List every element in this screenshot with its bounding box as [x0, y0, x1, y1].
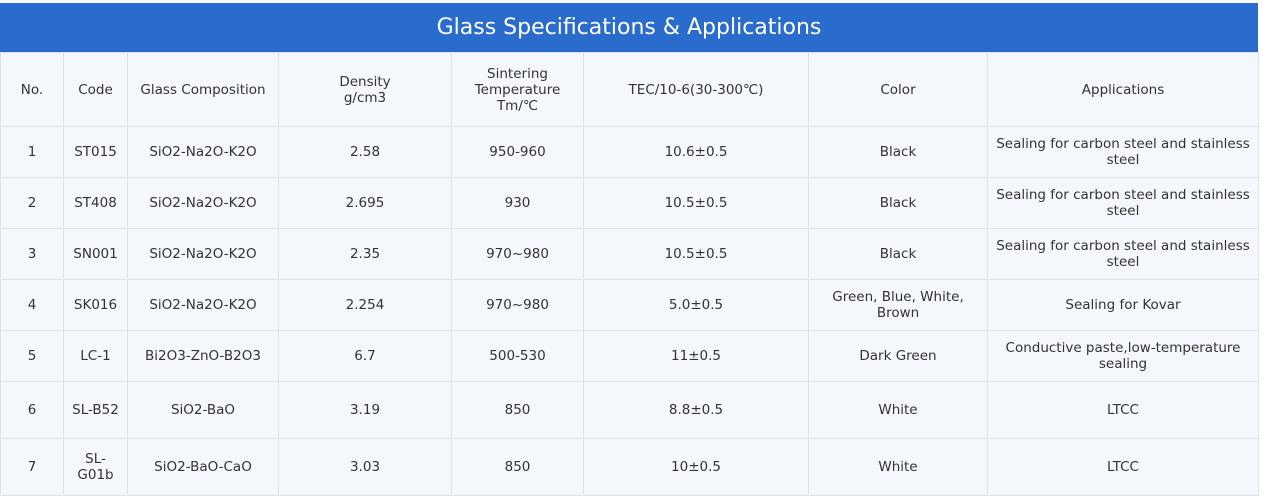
table-cell: SL-G01b [63, 438, 128, 496]
table-row: 6 SL-B52 SiO2-BaO 3.19 850 8.8±0.5 White LTCC [0, 381, 1259, 439]
table-cell: LTCC [987, 381, 1259, 439]
table-cell: Black [808, 228, 988, 280]
table-cell: 10.5±0.5 [583, 228, 809, 280]
table-cell: 500-530 [451, 330, 584, 382]
table-cell: LC-1 [63, 330, 128, 382]
table-cell: 4 [0, 279, 64, 331]
column-header: Sintering Temperature Tm/℃ [451, 52, 584, 127]
table-cell: 850 [451, 438, 584, 496]
header-row: No. Code Glass Composition Density g/cm3 Sin… [0, 52, 1259, 127]
column-header: Density g/cm3 [278, 52, 452, 127]
table-row: 2 ST408 SiO2-Na2O-K2O 2.695 930 10.5±0.5 Black… [0, 177, 1259, 229]
table-cell: SiO2-Na2O-K2O [127, 228, 279, 280]
table-cell: Sealing for carbon steel and stainless s… [987, 177, 1259, 229]
table-cell: Black [808, 177, 988, 229]
table-cell: SK016 [63, 279, 128, 331]
spec-panel: Glass Specifications & Applications No. C… [0, 3, 1259, 496]
table-cell: 1 [0, 126, 64, 178]
table-cell: 2.695 [278, 177, 452, 229]
table-row: 1 ST015 SiO2-Na2O-K2O 2.58 950-960 10.6±0.5 Bl… [0, 126, 1259, 178]
table-cell: Black [808, 126, 988, 178]
table-cell: Sealing for carbon steel and stainless s… [987, 228, 1259, 280]
table-cell: ST408 [63, 177, 128, 229]
table-cell: 930 [451, 177, 584, 229]
table-cell: White [808, 381, 988, 439]
table-row: 7 SL-G01b SiO2-BaO-CaO 3.03 850 10±0.5 White LT… [0, 438, 1259, 496]
table-cell: Conductive paste,low-temperature sealing [987, 330, 1259, 382]
table-cell: 5.0±0.5 [583, 279, 809, 331]
table-cell: LTCC [987, 438, 1259, 496]
table-cell: 3 [0, 228, 64, 280]
table-cell: 2.58 [278, 126, 452, 178]
table-cell: Dark Green [808, 330, 988, 382]
table-cell: 3.19 [278, 381, 452, 439]
table-cell: 850 [451, 381, 584, 439]
table-cell: Sealing for Kovar [987, 279, 1259, 331]
column-header: Glass Composition [127, 52, 279, 127]
spec-table: No. Code Glass Composition Density g/cm3 Sin… [0, 52, 1259, 496]
table-cell: SiO2-Na2O-K2O [127, 177, 279, 229]
table-cell: 7 [0, 438, 64, 496]
column-header: Applications [987, 52, 1259, 127]
table-cell: 970~980 [451, 279, 584, 331]
table-cell: SiO2-Na2O-K2O [127, 279, 279, 331]
column-header: Color [808, 52, 988, 127]
table-cell: 2 [0, 177, 64, 229]
table-cell: White [808, 438, 988, 496]
table-cell: 6 [0, 381, 64, 439]
table-cell: 2.35 [278, 228, 452, 280]
table-cell: 5 [0, 330, 64, 382]
table-row: 3 SN001 SiO2-Na2O-K2O 2.35 970~980 10.5±0.5 Bl… [0, 228, 1259, 280]
table-cell: Bi2O3-ZnO-B2O3 [127, 330, 279, 382]
table-cell: 970~980 [451, 228, 584, 280]
column-header: TEC/10-6(30-300℃) [583, 52, 809, 127]
table-cell: 10±0.5 [583, 438, 809, 496]
column-header: Code [63, 52, 128, 127]
column-header: No. [0, 52, 64, 127]
table-cell: 8.8±0.5 [583, 381, 809, 439]
table-cell: SiO2-Na2O-K2O [127, 126, 279, 178]
table-cell: ST015 [63, 126, 128, 178]
table-cell: 10.6±0.5 [583, 126, 809, 178]
table-cell: SiO2-BaO [127, 381, 279, 439]
table-cell: SN001 [63, 228, 128, 280]
table-cell: 2.254 [278, 279, 452, 331]
table-cell: Sealing for carbon steel and stainless s… [987, 126, 1259, 178]
table-row: 4 SK016 SiO2-Na2O-K2O 2.254 970~980 5.0±0.5 Gr… [0, 279, 1259, 331]
table-cell: Green, Blue, White, Brown [808, 279, 988, 331]
table-cell: 950-960 [451, 126, 584, 178]
title-bar: Glass Specifications & Applications [0, 3, 1258, 52]
table-cell: SL-B52 [63, 381, 128, 439]
table-row: 5 LC-1 Bi2O3-ZnO-B2O3 6.7 500-530 11±0.5 Dark … [0, 330, 1259, 382]
table-cell: 3.03 [278, 438, 452, 496]
table-cell: SiO2-BaO-CaO [127, 438, 279, 496]
table-cell: 10.5±0.5 [583, 177, 809, 229]
table-cell: 6.7 [278, 330, 452, 382]
table-cell: 11±0.5 [583, 330, 809, 382]
